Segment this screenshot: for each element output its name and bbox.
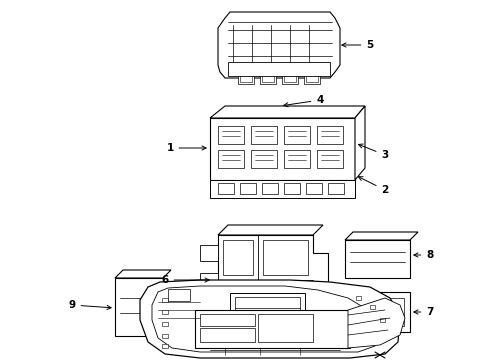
Bar — [218, 126, 244, 144]
Bar — [304, 72, 320, 84]
Bar — [370, 305, 375, 309]
Text: 8: 8 — [414, 250, 434, 260]
Bar — [370, 298, 384, 326]
Polygon shape — [355, 106, 365, 180]
Polygon shape — [345, 232, 418, 240]
Bar — [210, 310, 345, 340]
Bar — [210, 118, 355, 180]
Bar — [306, 74, 318, 82]
Bar — [162, 344, 168, 348]
Bar — [238, 72, 254, 84]
Polygon shape — [152, 286, 378, 352]
Bar — [263, 285, 308, 320]
Bar — [251, 126, 277, 144]
Bar — [215, 313, 265, 337]
Polygon shape — [218, 235, 328, 325]
Bar — [223, 285, 253, 320]
Bar — [380, 318, 385, 322]
Bar — [218, 183, 234, 194]
Polygon shape — [348, 298, 405, 348]
Bar — [262, 183, 278, 194]
Bar — [240, 183, 256, 194]
Bar — [284, 183, 300, 194]
Bar — [390, 298, 404, 326]
Bar — [162, 298, 168, 302]
Bar — [240, 74, 252, 82]
Bar — [223, 240, 253, 275]
Bar — [162, 334, 168, 338]
Bar — [284, 74, 296, 82]
Bar — [317, 150, 343, 168]
Text: 5: 5 — [342, 40, 373, 50]
Polygon shape — [140, 280, 400, 358]
Text: 4: 4 — [284, 95, 324, 107]
Bar — [284, 150, 310, 168]
Bar — [230, 293, 305, 323]
Bar — [210, 180, 355, 198]
Bar — [228, 62, 330, 76]
Bar — [251, 150, 277, 168]
Bar — [306, 183, 322, 194]
Bar — [195, 310, 350, 348]
Bar — [345, 292, 410, 332]
Polygon shape — [210, 106, 365, 118]
Bar — [200, 328, 255, 342]
Polygon shape — [218, 225, 323, 235]
Bar — [200, 273, 218, 289]
Text: 7: 7 — [414, 307, 434, 317]
Text: 3: 3 — [359, 144, 389, 160]
Bar — [115, 278, 163, 336]
Bar — [162, 310, 168, 314]
Bar — [260, 72, 276, 84]
Bar — [262, 74, 274, 82]
Bar — [270, 313, 340, 337]
Bar — [317, 126, 343, 144]
Bar — [350, 298, 364, 326]
Bar — [235, 297, 300, 319]
Bar — [162, 322, 168, 326]
Bar — [328, 183, 344, 194]
Bar — [200, 301, 218, 317]
Text: 2: 2 — [359, 177, 389, 195]
Polygon shape — [115, 270, 171, 278]
Polygon shape — [218, 12, 340, 78]
Bar — [200, 314, 255, 326]
Bar — [200, 245, 218, 261]
Text: 9: 9 — [69, 300, 111, 310]
Bar — [258, 314, 313, 342]
Bar — [345, 240, 410, 278]
Bar — [284, 126, 310, 144]
Bar — [168, 289, 190, 301]
Bar — [218, 150, 244, 168]
Bar — [282, 72, 298, 84]
Bar — [356, 296, 361, 300]
Text: 6: 6 — [161, 275, 209, 285]
Bar — [263, 240, 308, 275]
Text: 1: 1 — [167, 143, 206, 153]
